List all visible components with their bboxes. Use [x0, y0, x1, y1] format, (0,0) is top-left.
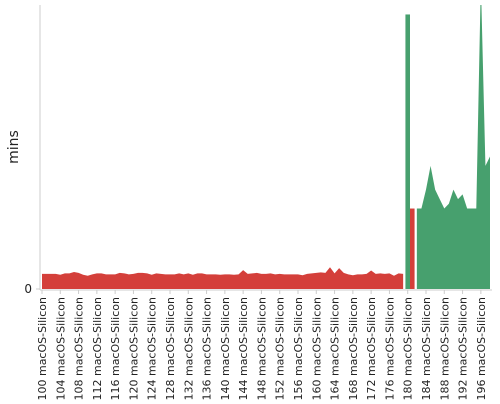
x-tick-label: #176 macOS-Silicon	[383, 297, 396, 400]
x-tick-label: #196 macOS-Silicon	[475, 297, 488, 400]
area	[416, 5, 490, 289]
x-tick-label: #140 macOS-Silicon	[219, 297, 232, 400]
x-tick-label: #188 macOS-Silicon	[438, 297, 451, 400]
x-tick-label: #128 macOS-Silicon	[164, 297, 177, 400]
x-tick-label: #120 macOS-Silicon	[127, 297, 140, 400]
x-tick-label: #124 macOS-Silicon	[146, 297, 159, 400]
x-tick-label: #148 macOS-Silicon	[255, 297, 268, 400]
x-tick-label: #112 macOS-Silicon	[91, 297, 104, 400]
x-tick-label: #160 macOS-Silicon	[310, 297, 323, 400]
x-tick-label: #136 macOS-Silicon	[201, 297, 214, 400]
x-tick-label: #168 macOS-Silicon	[347, 297, 360, 400]
x-tick-label: #132 macOS-Silicon	[182, 297, 195, 400]
x-tick-label: #172 macOS-Silicon	[365, 297, 378, 400]
x-tick-label: #144 macOS-Silicon	[237, 297, 250, 400]
x-tick-label: #184 macOS-Silicon	[420, 297, 433, 400]
y-axis-label: mins	[6, 130, 22, 164]
area-point	[410, 208, 415, 289]
x-tick-label: #108 macOS-Silicon	[73, 297, 86, 400]
x-tick-label: #152 macOS-Silicon	[274, 297, 287, 400]
y-tick-label: 0	[24, 282, 32, 296]
area	[42, 267, 404, 289]
x-tick-label: #156 macOS-Silicon	[292, 297, 305, 400]
x-tick-label: #116 macOS-Silicon	[109, 297, 122, 400]
x-tick-label: #100 macOS-Silicon	[36, 297, 49, 400]
x-tick-label: #192 macOS-Silicon	[457, 297, 470, 400]
x-tick-label: #104 macOS-Silicon	[54, 297, 67, 400]
x-tick-label: #164 macOS-Silicon	[329, 297, 342, 400]
plot-area	[42, 5, 490, 289]
x-tick-label: #180 macOS-Silicon	[402, 297, 415, 400]
area-point	[405, 14, 410, 289]
